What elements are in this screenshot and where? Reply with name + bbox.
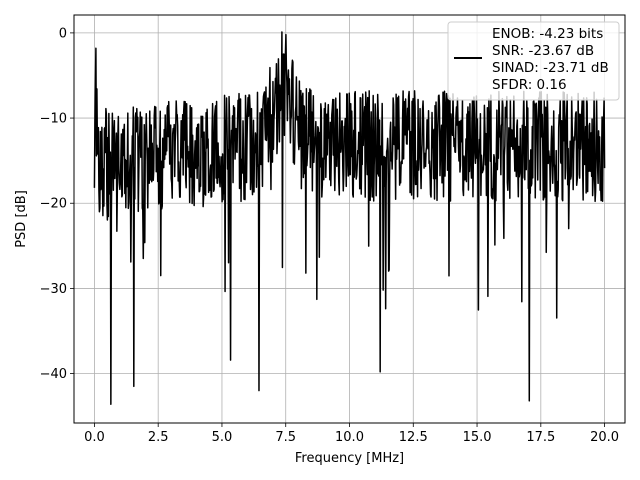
legend-entry-snr: SNR: -23.67 dB [492, 43, 594, 59]
x-tick-label: 15.0 [463, 430, 492, 445]
series-layer [93, 31, 606, 406]
psd-series-line [93, 31, 606, 406]
x-tick-label: 0.0 [84, 430, 105, 445]
x-axis-label: Frequency [MHz] [295, 451, 404, 466]
y-axis: 0 −10 −20 −30 −40 [40, 26, 74, 382]
legend: ENOB: -4.23 bits SNR: -23.67 dB SINAD: -… [447, 21, 620, 101]
y-tick-label: −40 [40, 367, 67, 382]
y-axis-label: PSD [dB] [14, 190, 29, 248]
y-tick-label: −30 [40, 282, 67, 297]
x-axis: 0.0 2.5 5.0 7.5 10.0 12.5 15.0 17.5 20.0 [84, 423, 619, 445]
legend-entry-sinad: SINAD: -23.71 dB [492, 60, 609, 76]
x-tick-label: 20.0 [590, 430, 619, 445]
y-tick-label: 0 [59, 26, 67, 41]
y-tick-label: −10 [40, 112, 67, 127]
legend-entry-sfdr: SFDR: 0.16 [492, 77, 567, 93]
legend-entry-enob: ENOB: -4.23 bits [492, 26, 603, 42]
x-tick-label: 17.5 [526, 430, 555, 445]
x-tick-label: 7.5 [275, 430, 296, 445]
x-tick-label: 12.5 [399, 430, 428, 445]
x-tick-label: 10.0 [335, 430, 364, 445]
legend-box [447, 21, 620, 101]
y-tick-label: −20 [40, 197, 67, 212]
x-tick-label: 5.0 [212, 430, 233, 445]
x-tick-label: 2.5 [148, 430, 169, 445]
